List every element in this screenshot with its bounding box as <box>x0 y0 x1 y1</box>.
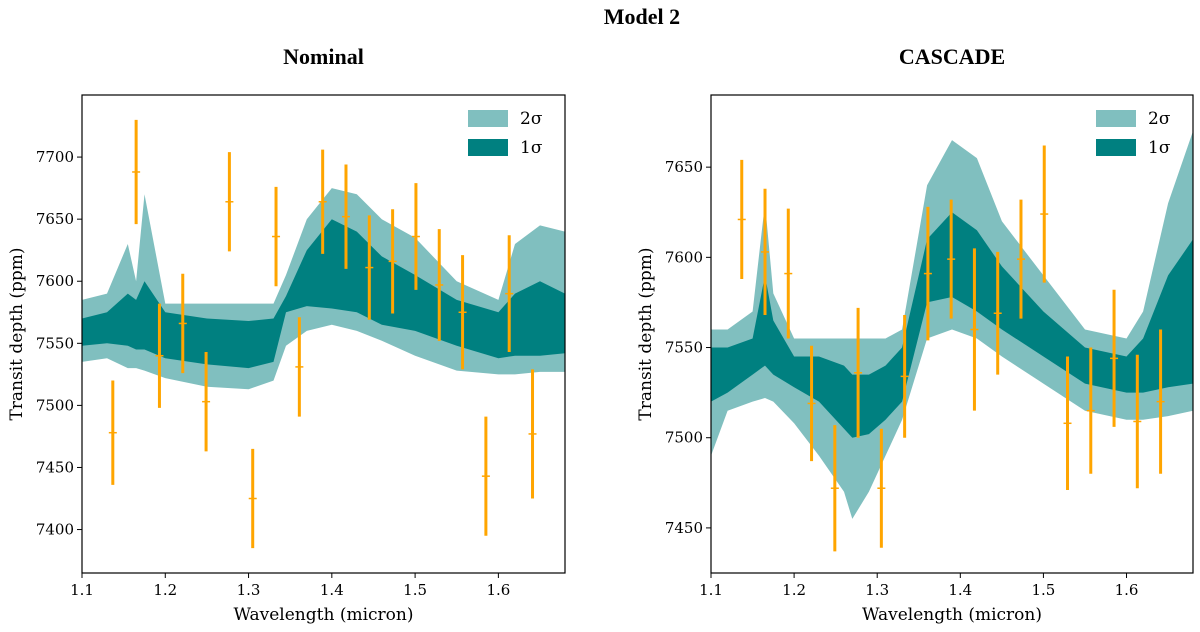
x-tick-label: 1.5 <box>1031 581 1055 599</box>
axes-frame <box>710 94 1194 574</box>
data-point <box>737 159 746 279</box>
y-tick-label: 7450 <box>36 458 74 476</box>
legend-label-1sigma: 1σ <box>520 138 543 158</box>
data-point <box>411 183 420 290</box>
data-point <box>947 199 956 319</box>
data-point <box>1110 289 1119 427</box>
data-point <box>993 251 1002 375</box>
y-tick-label: 7650 <box>665 158 703 176</box>
data-point <box>970 248 979 411</box>
data-point <box>318 149 327 254</box>
data-point <box>1016 199 1025 319</box>
data-point <box>877 428 886 548</box>
y-tick-label: 7600 <box>665 248 703 266</box>
y-tick-label: 7550 <box>665 339 703 357</box>
x-axis-label: Wavelength (micron) <box>234 605 414 625</box>
data-point <box>225 152 234 252</box>
y-tick-label: 7700 <box>36 148 74 166</box>
x-tick-label: 1.2 <box>782 581 806 599</box>
data-point <box>528 369 537 499</box>
data-point <box>132 119 141 225</box>
data-point <box>341 164 350 269</box>
x-tick-label: 1.4 <box>320 581 344 599</box>
panel-cascade: 1.1 1.2 1.3 1.4 1.5 1.6 7450 7500 7550 7600 7650 CA… <box>636 44 1194 625</box>
y-tick-label: 7600 <box>36 272 74 290</box>
y-tick-label: 7450 <box>665 519 703 537</box>
data-point <box>1063 356 1072 491</box>
y-tick-label: 7500 <box>665 429 703 447</box>
plot-area <box>711 131 1193 552</box>
data-point <box>807 345 816 462</box>
data-point <box>1133 354 1142 489</box>
legend-label-2sigma: 2σ <box>1148 109 1171 129</box>
data-point <box>1156 329 1165 474</box>
data-point <box>854 307 863 438</box>
legend-swatch-1sigma <box>1096 139 1136 156</box>
band-1sigma <box>711 212 1193 438</box>
data-point <box>108 380 117 485</box>
y-axis-label: Transit depth (ppm) <box>7 247 27 420</box>
data-point <box>1086 347 1095 474</box>
data-point <box>248 448 257 549</box>
plot-area <box>82 119 565 549</box>
data-point <box>923 206 932 341</box>
data-point <box>435 229 444 341</box>
panel-title: Nominal <box>283 44 364 69</box>
legend-swatch-2sigma <box>468 110 508 127</box>
y-tick-label: 7500 <box>36 396 74 414</box>
x-tick-label: 1.6 <box>1115 581 1139 599</box>
y-tick-label: 7400 <box>36 521 74 539</box>
panel-title: CASCADE <box>899 44 1005 69</box>
legend-swatch-2sigma <box>1096 110 1136 127</box>
data-point <box>900 315 909 438</box>
band-2sigma <box>711 131 1193 519</box>
data-point <box>830 425 839 552</box>
data-point <box>365 215 374 320</box>
data-point <box>1040 145 1049 283</box>
figure-suptitle: Model 2 <box>604 4 680 29</box>
data-point <box>178 273 187 374</box>
data-point <box>295 317 304 417</box>
data-point <box>458 255 467 370</box>
data-point <box>202 352 211 452</box>
data-point <box>388 209 397 314</box>
data-point <box>272 186 281 287</box>
x-tick-label: 1.1 <box>70 581 94 599</box>
x-tick-label: 1.1 <box>699 581 723 599</box>
y-tick-label: 7550 <box>36 334 74 352</box>
legend-label-1sigma: 1σ <box>1148 138 1171 158</box>
panel-nominal: 1.1 1.2 1.3 1.4 1.5 1.6 7400 7450 7500 7550 7600 76… <box>7 44 566 625</box>
axes-frame <box>81 94 566 574</box>
y-axis-label: Transit depth (ppm) <box>636 247 656 420</box>
legend-swatch-1sigma <box>468 139 508 156</box>
x-tick-label: 1.3 <box>237 581 261 599</box>
x-tick-label: 1.3 <box>865 581 889 599</box>
x-tick-label: 1.5 <box>403 581 427 599</box>
y-tick-label: 7650 <box>36 210 74 228</box>
x-tick-label: 1.6 <box>486 581 510 599</box>
data-point <box>155 303 164 408</box>
data-point <box>784 208 793 339</box>
x-tick-label: 1.2 <box>153 581 177 599</box>
data-point <box>481 416 490 536</box>
data-point <box>505 235 514 353</box>
data-point <box>761 188 770 316</box>
band-1sigma <box>82 219 565 369</box>
x-axis-label: Wavelength (micron) <box>862 605 1042 625</box>
x-tick-label: 1.4 <box>948 581 972 599</box>
legend-label-2sigma: 2σ <box>520 109 543 129</box>
